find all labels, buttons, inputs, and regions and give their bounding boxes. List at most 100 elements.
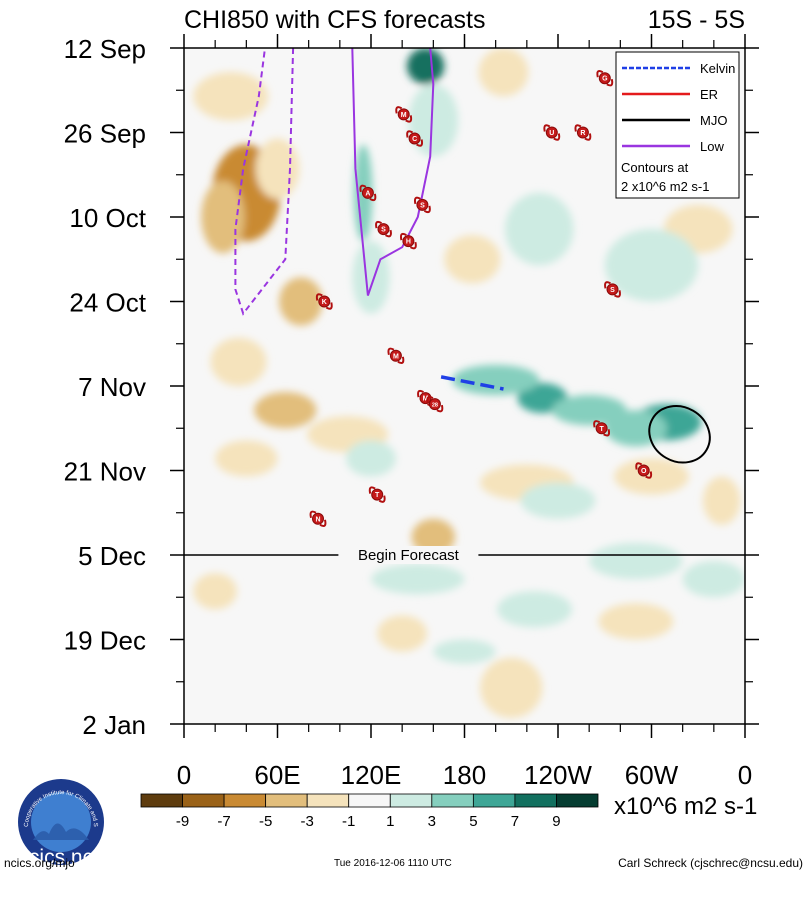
x-tick-label: 0 [177,760,191,790]
storm-swirl [395,106,413,123]
storm-swirl [315,293,333,310]
storm-marker: H [399,232,417,250]
colorbar-tick-label: 7 [511,813,519,830]
contour-layer [234,48,711,464]
storm-swirl [543,124,561,141]
storm-body [312,512,324,525]
colorbar-swatch [431,793,474,808]
y-tick-label: 7 Nov [78,372,146,402]
legend-label: ER [700,87,718,102]
storm-marker: N [309,510,327,527]
mjo-contour [648,405,711,464]
storm-marker: T [593,420,611,437]
colorbar-tick-label: -1 [342,813,355,830]
storm-letter: M [401,112,407,119]
colorbar-swatch [389,793,433,808]
legend-label: Low [700,139,724,154]
storm-marker: G [596,70,614,87]
storm-body [361,186,374,199]
storm-marker: S [604,281,621,298]
anomaly-blob [254,392,317,429]
storm-letter: T [599,426,604,433]
x-tick-label: 0 [738,760,752,790]
anomaly-blob [193,573,237,610]
storm-swirl [375,220,392,238]
low-contour-dashed [234,48,295,316]
anomaly-blob [371,564,465,595]
colorbar-tick-label: -3 [301,813,314,830]
anomaly-blob [444,235,501,284]
storm-letter: G [602,76,608,83]
storm-body [598,72,611,85]
y-tick-label: 21 Nov [64,457,146,487]
storm-letter: M [393,353,399,360]
anomaly-blob [411,518,456,556]
storm-body [637,464,650,477]
legend: Kelvin ER MJO Low Contours at 2 x10^6 m2 s-1 [615,51,740,199]
storm-letter: A [365,190,370,197]
colorbar-swatch [514,793,557,808]
storm-swirl [359,184,377,202]
storm-body [397,108,410,121]
anomaly-blob [352,241,390,314]
anomaly-blob [255,138,300,199]
storm-body [389,349,402,362]
storm-marker: S [375,220,392,238]
storm-swirl [426,395,444,413]
storm-body [377,223,390,236]
forecast-label-background [338,546,479,564]
storm-marker: 28 [426,395,444,413]
anomaly-blob [505,192,574,266]
x-tick-label: 60W [625,760,679,790]
storm-body [606,283,619,296]
storm-letter: M [423,396,429,403]
storm-marker: R [574,124,592,141]
storm-swirl [596,70,614,87]
storm-letter: H [406,239,411,246]
storm-letter: R [580,130,585,137]
anomaly-blob [408,84,459,157]
storm-body [428,398,441,411]
storm-swirl [309,510,327,527]
colorbar-swatch [265,793,308,808]
y-tick-label: 5 Dec [78,541,146,571]
anomaly-blob [604,410,668,447]
colorbar: -9 -7 -5 -3 -1 1 3 5 7 9 [140,793,599,830]
y-tick-label: 12 Sep [64,34,146,64]
x-tick-label: 120E [341,760,402,790]
x-tick-label: 180 [443,760,486,790]
storm-swirl [399,232,417,250]
legend-label: MJO [700,113,727,128]
anomaly-blob [682,561,745,598]
colorbar-swatch [223,793,267,808]
colorbar-swatch [182,793,225,808]
anomaly-blob [452,364,540,396]
colorbar-tick-label: 1 [386,813,394,830]
anomaly-blob [604,229,699,302]
anomaly-blob [193,72,269,121]
colorbar-tick-label: 5 [469,813,477,830]
storm-swirl [387,347,405,364]
anomaly-blob [520,482,596,519]
low-contour-solid [351,48,435,296]
storm-letter: K [322,299,327,306]
storm-body [416,198,429,211]
anomaly-blob [210,337,267,386]
storm-letter: T [375,492,380,499]
storm-marker: K [315,293,333,310]
storm-body [408,132,421,145]
storm-marker: S [413,196,431,214]
storm-body [595,422,608,435]
kelvin-contour [440,375,504,391]
region-label: 15S - 5S [648,6,745,34]
storm-marker: U [543,124,561,141]
storm-letter: S [610,287,615,294]
colorbar-swatch [306,793,350,808]
anomaly-blob [480,657,543,718]
footer-url[interactable]: ncics.org/mjo [4,856,75,870]
anomaly-blob [702,476,741,525]
anomaly-blob [346,440,396,477]
storm-letter: S [381,227,386,234]
storm-letter: U [549,130,554,137]
